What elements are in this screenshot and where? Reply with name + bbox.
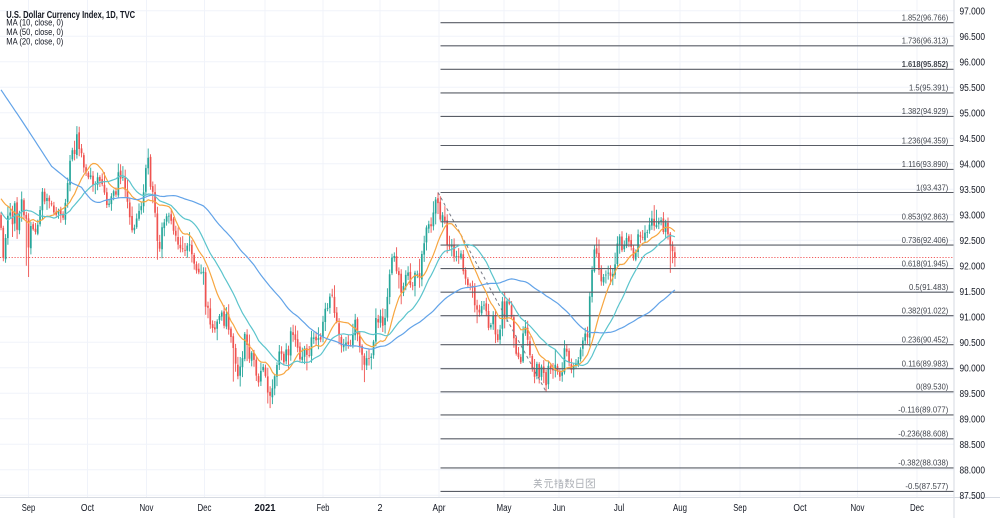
svg-text:MA (50, close, 0): MA (50, close, 0) [6,27,63,38]
svg-text:96.000: 96.000 [960,57,986,68]
svg-text:-0.382(88.038): -0.382(88.038) [898,458,948,468]
svg-text:Sep: Sep [733,503,747,514]
svg-text:0.382(91.022): 0.382(91.022) [902,306,949,316]
svg-text:1.852(96.766): 1.852(96.766) [902,13,949,23]
svg-text:MA (10, close, 0): MA (10, close, 0) [6,18,63,29]
svg-text:1.116(93.890): 1.116(93.890) [902,159,949,169]
svg-text:0(89.530): 0(89.530) [916,382,948,392]
svg-text:0.5(91.483): 0.5(91.483) [909,282,948,292]
svg-text:89.000: 89.000 [960,414,986,425]
svg-text:96.500: 96.500 [960,32,986,43]
svg-text:91.500: 91.500 [960,287,986,298]
svg-text:1(93.437): 1(93.437) [916,182,948,192]
svg-text:U.S. Dollar Currency Index, 1D: U.S. Dollar Currency Index, 1D, TVC [6,9,135,21]
svg-text:90.500: 90.500 [960,338,986,349]
svg-text:92.500: 92.500 [960,236,986,247]
svg-text:Jun: Jun [553,503,566,514]
svg-text:Sep: Sep [22,503,36,514]
svg-text:0.736(92.406): 0.736(92.406) [902,235,949,245]
svg-text:Feb: Feb [317,503,330,514]
svg-text:1.5(95.391): 1.5(95.391) [909,83,948,93]
svg-text:Dec: Dec [198,503,212,514]
svg-text:May: May [497,503,512,514]
svg-text:Oct: Oct [81,503,94,514]
svg-text:Oct: Oct [793,503,806,514]
svg-text:1.618(95.852): 1.618(95.852) [902,59,949,69]
svg-text:Nov: Nov [851,503,865,514]
svg-text:Aug: Aug [673,503,687,514]
svg-text:0.236(90.452): 0.236(90.452) [902,335,949,345]
svg-text:2: 2 [378,503,383,514]
svg-text:Apr: Apr [433,503,447,514]
svg-text:94.000: 94.000 [960,159,986,170]
svg-text:MA (20, close, 0): MA (20, close, 0) [6,37,63,48]
svg-text:Jul: Jul [614,503,625,514]
svg-text:-0.5(87.577): -0.5(87.577) [905,481,948,491]
svg-text:97.000: 97.000 [960,6,986,17]
svg-text:93.500: 93.500 [960,185,986,196]
svg-text:88.500: 88.500 [960,440,986,451]
svg-text:93.000: 93.000 [960,210,986,221]
svg-text:88.000: 88.000 [960,465,986,476]
svg-text:92.000: 92.000 [960,261,986,272]
svg-text:Nov: Nov [140,503,154,514]
svg-text:94.500: 94.500 [960,134,986,145]
svg-text:87.500: 87.500 [960,491,986,502]
svg-text:1.382(94.929): 1.382(94.929) [902,106,949,116]
svg-text:95.000: 95.000 [960,108,986,119]
svg-text:-0.236(88.608): -0.236(88.608) [898,429,948,439]
svg-text:89.500: 89.500 [960,389,986,400]
svg-text:-0.116(89.077): -0.116(89.077) [898,405,948,415]
svg-text:0.853(92.863): 0.853(92.863) [902,212,949,222]
svg-text:0.618(91.945): 0.618(91.945) [902,258,949,268]
svg-text:1.236(94.359): 1.236(94.359) [902,135,949,145]
svg-text:2021: 2021 [255,503,276,514]
svg-text:90.000: 90.000 [960,363,986,374]
svg-text:91.000: 91.000 [960,312,986,323]
svg-text:1.736(96.313): 1.736(96.313) [902,36,949,46]
svg-text:95.500: 95.500 [960,83,986,94]
svg-text:Dec: Dec [910,503,924,514]
svg-text:0.116(89.983): 0.116(89.983) [902,359,949,369]
